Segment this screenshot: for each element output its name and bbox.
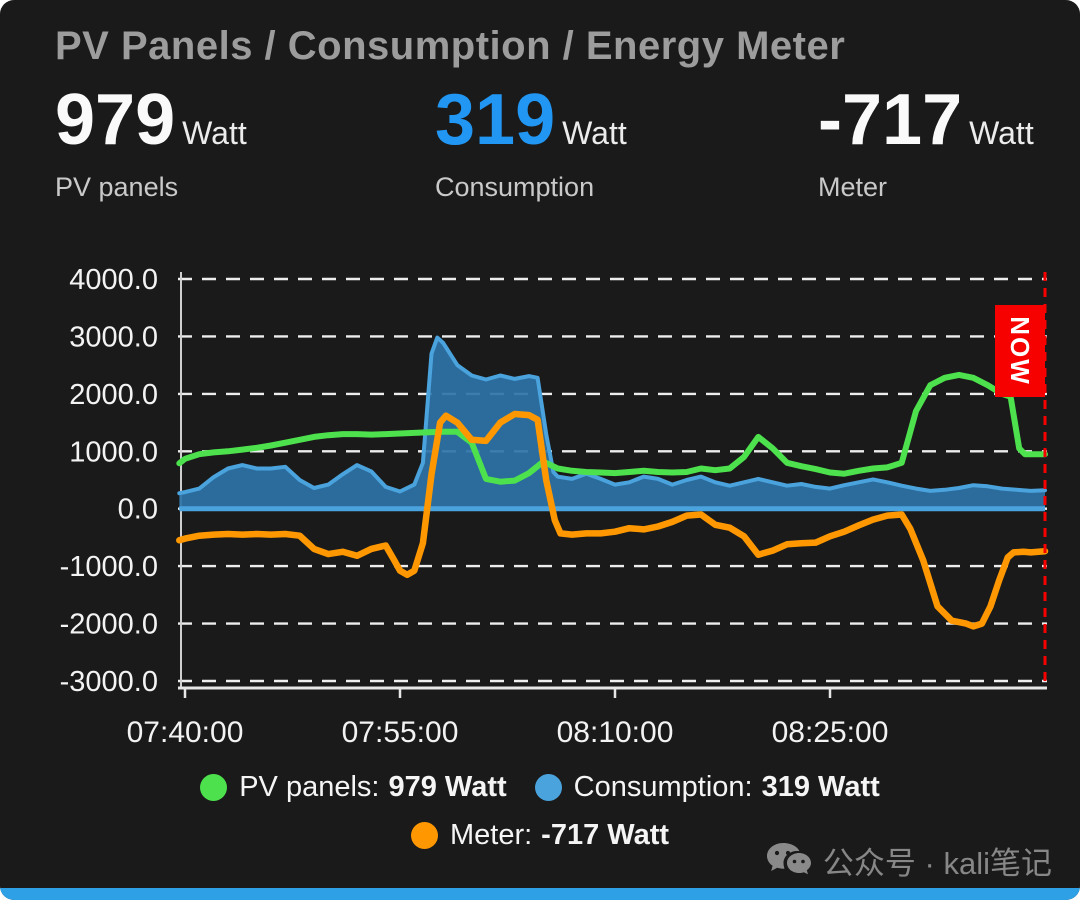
stat-label: Meter [818,172,888,202]
meter-line [176,410,1049,630]
y-tick-label: -2000.0 [60,609,158,641]
stat-unit: Watt [182,115,247,151]
y-tick-label: 2000.0 [69,379,158,411]
meter-color-dot [410,821,438,849]
stat-unit: Watt [969,115,1034,151]
x-tick-label: 07:55:00 [342,716,459,749]
legend-item-meter[interactable]: Meter: -717 Watt [410,818,670,852]
x-tick-label: 08:25:00 [772,716,889,749]
consumption-line [177,335,1047,496]
pv-panels-line [176,371,1048,485]
legend-label: Consumption: [573,770,753,803]
stat-value: 319 [435,80,556,160]
stat-unit: Watt [562,115,627,151]
y-tick-label: -3000.0 [60,666,158,698]
stat-value-row: 319 Watt [435,84,627,156]
wechat-icon [766,842,811,874]
consumption-area [179,337,1046,509]
stat-label: PV panels [55,172,179,202]
history-chart: 4000.0 3000.0 2000.0 1000.0 0.0 -1000.0 -2000.… [60,264,1049,749]
legend-item-consumption[interactable]: Consumption: 319 Watt [534,770,880,804]
stat-pv-panels: 979 Watt PV panels [55,84,247,203]
legend-label: Meter: [449,818,533,851]
bottom-accent-bar [0,888,1080,900]
legend-value: -717 Watt [541,818,670,851]
stat-consumption: 319 Watt Consumption [435,84,627,203]
y-tick-label: 0.0 [118,494,158,526]
stat-value: -717 [818,80,963,160]
now-label: NOW [1005,316,1035,386]
x-tick-label: 08:10:00 [557,716,674,749]
page-title: PV Panels / Consumption / Energy Meter [55,24,846,68]
legend-value: 319 Watt [761,770,880,803]
stat-value-row: -717 Watt [818,84,1034,156]
stat-meter: -717 Watt Meter [818,84,1034,203]
chart-legend: PV panels: 979 Watt Consumption: 319 Wat… [0,766,1080,856]
stat-value-row: 979 Watt [55,84,247,156]
watermark-text: 公众号 · kali笔记 [822,846,1052,881]
legend-value: 979 Watt [388,770,507,803]
stat-value: 979 [55,80,176,160]
legend-row-1: PV panels: 979 Watt Consumption: 319 Wat… [200,766,880,808]
now-label-box [995,305,1045,397]
stat-label: Consumption [435,172,595,202]
consumption-color-dot [534,773,562,801]
y-tick-label: 3000.0 [69,321,158,353]
pv-panels-color-dot [200,773,228,801]
y-tick-label: -1000.0 [60,551,158,583]
watermark: 公众号 · kali笔记 [766,838,1052,883]
legend-item-pv-panels[interactable]: PV panels: 979 Watt [200,770,507,804]
legend-label: PV panels: [239,770,380,803]
y-tick-label: 1000.0 [69,436,158,468]
y-tick-label: 4000.0 [69,264,158,296]
x-tick-label: 07:40:00 [127,716,244,749]
legend-row-2: Meter: -717 Watt [410,814,670,856]
